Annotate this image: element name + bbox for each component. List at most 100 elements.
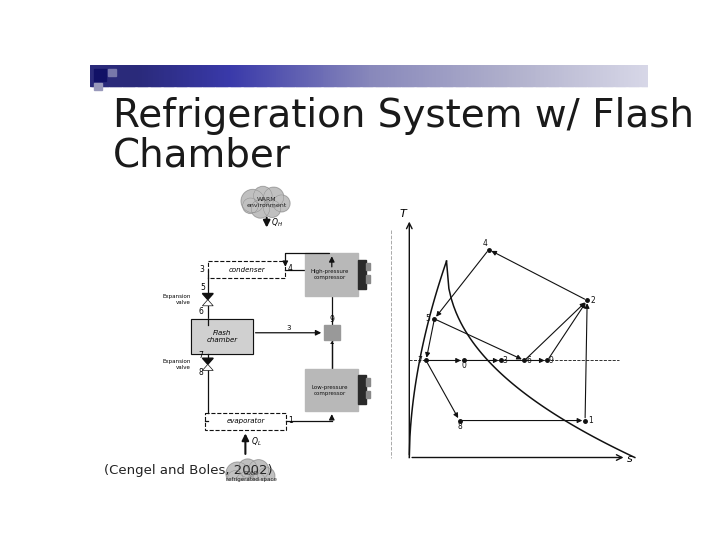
Bar: [97, 65, 100, 86]
Circle shape: [241, 190, 264, 213]
Bar: [333, 65, 336, 86]
Circle shape: [264, 187, 284, 207]
Bar: [103, 65, 106, 86]
Bar: [553, 65, 556, 86]
Bar: [208, 261, 285, 278]
Bar: [473, 65, 476, 86]
Bar: [374, 65, 377, 86]
Text: Expansion
valve: Expansion valve: [163, 359, 191, 370]
Bar: [320, 65, 323, 86]
Circle shape: [258, 468, 275, 484]
Bar: [338, 65, 340, 86]
Bar: [105, 65, 107, 86]
Text: 4: 4: [482, 239, 487, 248]
Bar: [224, 65, 227, 86]
Bar: [469, 65, 472, 86]
Bar: [266, 65, 269, 86]
Bar: [148, 65, 150, 86]
Circle shape: [226, 462, 249, 485]
Bar: [510, 65, 513, 86]
Bar: [259, 65, 262, 86]
Bar: [231, 65, 234, 86]
Bar: [635, 65, 638, 86]
Bar: [531, 65, 534, 86]
Bar: [172, 65, 174, 86]
Bar: [575, 65, 578, 86]
Bar: [467, 65, 470, 86]
Bar: [258, 65, 260, 86]
Bar: [366, 275, 370, 283]
Bar: [498, 65, 500, 86]
Bar: [246, 65, 249, 86]
Bar: [198, 65, 200, 86]
Bar: [392, 65, 394, 86]
Bar: [189, 65, 192, 86]
Bar: [616, 65, 619, 86]
Bar: [637, 65, 639, 86]
Bar: [217, 65, 219, 86]
Bar: [527, 65, 530, 86]
Bar: [108, 69, 116, 76]
Bar: [265, 65, 267, 86]
Bar: [562, 65, 565, 86]
Bar: [261, 65, 264, 86]
Bar: [253, 65, 256, 86]
Bar: [603, 65, 606, 86]
Bar: [432, 65, 435, 86]
Bar: [324, 65, 327, 86]
Bar: [572, 65, 575, 86]
Bar: [142, 65, 145, 86]
Text: 6: 6: [526, 356, 531, 365]
Bar: [418, 65, 420, 86]
Circle shape: [253, 186, 272, 205]
Bar: [453, 65, 455, 86]
Bar: [326, 65, 329, 86]
Bar: [272, 65, 275, 86]
Text: 7: 7: [198, 351, 203, 360]
Text: 9: 9: [329, 315, 334, 324]
Bar: [129, 65, 132, 86]
Text: 5: 5: [426, 314, 431, 323]
Bar: [116, 65, 119, 86]
Bar: [579, 65, 582, 86]
Bar: [132, 65, 135, 86]
Bar: [235, 65, 238, 86]
Circle shape: [236, 472, 255, 491]
Bar: [561, 65, 563, 86]
Bar: [159, 65, 161, 86]
Text: 2: 2: [330, 336, 334, 346]
Bar: [472, 65, 474, 86]
Bar: [393, 65, 396, 86]
Bar: [390, 65, 392, 86]
Bar: [552, 65, 554, 86]
Bar: [408, 65, 410, 86]
Circle shape: [251, 200, 270, 218]
Bar: [205, 65, 208, 86]
Text: 8: 8: [199, 368, 203, 377]
Bar: [485, 65, 487, 86]
Bar: [459, 65, 461, 86]
Bar: [382, 65, 384, 86]
Bar: [176, 65, 178, 86]
Text: $Q_H$: $Q_H$: [271, 217, 283, 229]
Bar: [559, 65, 562, 86]
Bar: [462, 65, 464, 86]
Bar: [449, 65, 451, 86]
Bar: [436, 65, 438, 86]
Bar: [348, 65, 351, 86]
Bar: [240, 65, 243, 86]
Bar: [464, 65, 467, 86]
Bar: [387, 65, 390, 86]
Bar: [593, 65, 595, 86]
Bar: [386, 65, 388, 86]
Bar: [222, 65, 225, 86]
Bar: [99, 65, 102, 86]
Bar: [204, 65, 206, 86]
Bar: [274, 65, 276, 86]
Bar: [507, 65, 509, 86]
Bar: [256, 65, 258, 86]
Bar: [280, 65, 282, 86]
Bar: [624, 65, 626, 86]
Bar: [536, 65, 539, 86]
Bar: [282, 65, 284, 86]
